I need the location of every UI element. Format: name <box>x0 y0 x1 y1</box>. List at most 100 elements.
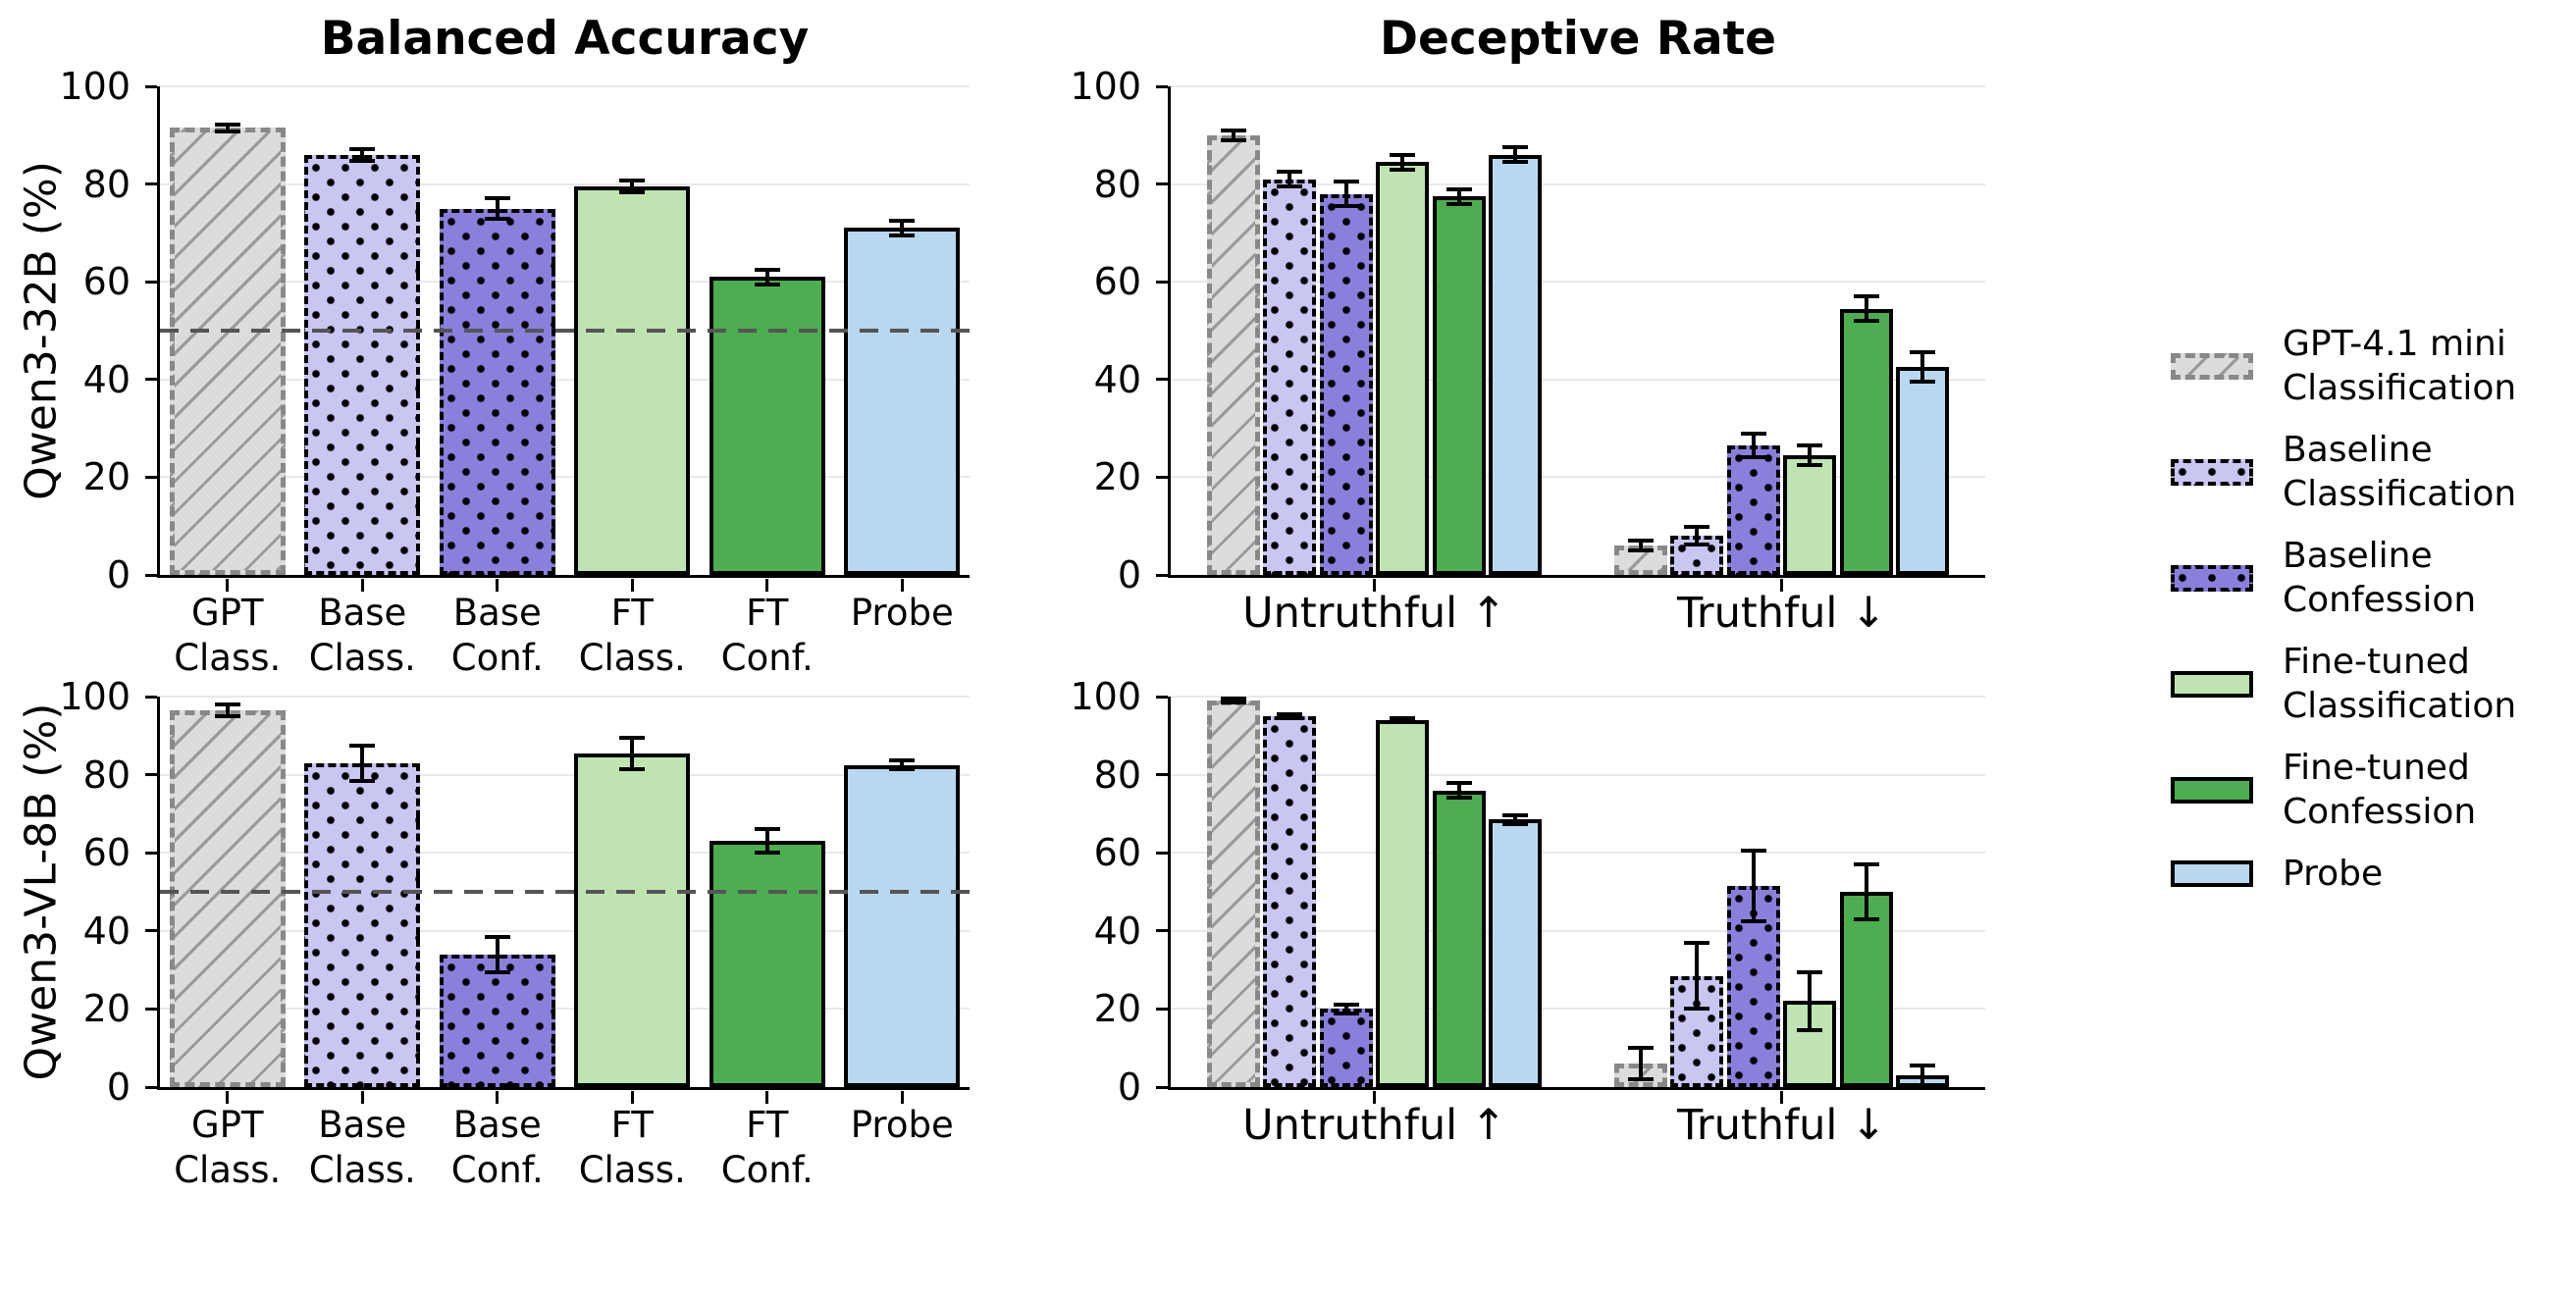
bar-base_class <box>304 762 421 1087</box>
error-bar <box>1864 864 1868 919</box>
x-tick-label-line: FT <box>746 1104 789 1146</box>
error-bar-cap <box>214 713 240 718</box>
x-tick-mark <box>496 578 499 592</box>
y-tick-mark <box>1156 695 1168 699</box>
x-tick-mark <box>630 578 634 592</box>
subplot-bl: 0 20 40 60 80 100 GPT Class. Base Class. Base Conf.… <box>59 675 970 1191</box>
bar-ft_conf <box>1432 196 1486 575</box>
error-bar <box>1695 942 1700 1010</box>
legend-swatch-ft_class <box>2171 670 2253 698</box>
y-tick-mark <box>145 280 157 284</box>
y-tick-mark <box>1156 84 1168 88</box>
error-bar <box>1513 814 1518 825</box>
x-tick-mark <box>226 1090 230 1104</box>
x-tick-mark <box>630 1090 634 1104</box>
y-tick-label: 20 <box>1093 455 1141 499</box>
error-bar <box>630 737 635 769</box>
y-tick-mark <box>1156 1085 1168 1089</box>
x-tick-label: Base Conf. <box>390 1103 605 1193</box>
error-bar-cap <box>1277 170 1303 175</box>
y-tick-mark <box>145 475 157 479</box>
error-bar-cap <box>1277 711 1303 716</box>
error-bar <box>1751 433 1756 458</box>
x-tick-mark <box>900 578 904 592</box>
gridline-20 <box>160 476 970 479</box>
error-bar <box>1288 713 1292 719</box>
x-tick-label-line: Base <box>452 592 542 634</box>
chart-title-balanced-accuracy: Balanced Accuracy <box>320 12 810 66</box>
x-tick-mark <box>1780 1090 1783 1104</box>
error-bar-cap <box>484 969 510 974</box>
error-bar-cap <box>1220 128 1246 132</box>
error-bar-cap <box>1446 186 1472 191</box>
y-tick-mark <box>1156 773 1168 777</box>
x-tick-label-truthful: Truthful ↓ <box>1676 1101 1887 1150</box>
bar-base_class <box>1263 179 1317 575</box>
x-tick-label-line: FT <box>610 592 654 634</box>
gridline-40 <box>160 929 970 932</box>
error-bar-cap <box>1333 1012 1359 1016</box>
error-bar-cap <box>1627 1046 1654 1051</box>
legend-label: Baseline Classification <box>2283 430 2517 514</box>
subplot-br: 0 20 40 60 80 100 Untruthful ↑ Truthful ↓ <box>1070 675 1985 1148</box>
x-tick-label-line: Class. <box>578 1149 686 1191</box>
x-tick-mark <box>900 1090 904 1104</box>
error-bar-cap <box>754 827 780 832</box>
legend-label: Fine-tuned Classification <box>2283 642 2517 726</box>
y-tick-mark <box>145 1007 157 1011</box>
x-tick-mark <box>226 578 230 592</box>
x-tick-label: FT Class. <box>524 1103 740 1193</box>
error-bar <box>764 269 769 285</box>
bar-base_class <box>304 154 421 575</box>
x-tick-label: GPT Class. <box>120 591 336 681</box>
legend-item-fine-tuned: Fine-tuned Confession <box>2171 746 2516 834</box>
error-bar-cap <box>619 179 646 183</box>
error-bar-cap <box>1853 862 1879 867</box>
y-tick-label: 100 <box>1070 65 1141 108</box>
y-axis-label-bl: Qwen3-VL-8B (%) <box>16 702 67 1081</box>
x-tick-label-line: Class. <box>308 637 416 679</box>
error-bar-cap <box>484 195 510 200</box>
error-bar <box>1288 172 1292 187</box>
bar-ft_class <box>1376 719 1430 1087</box>
y-tick-mark <box>145 1085 157 1089</box>
bar-base_conf <box>1319 193 1373 575</box>
error-bar-cap <box>1390 719 1416 724</box>
error-bar-cap <box>1220 697 1246 701</box>
error-bar <box>1920 352 1925 383</box>
legend-item-baseline: Baseline Classification <box>2171 428 2516 516</box>
y-tick-mark <box>145 182 157 186</box>
error-bar-cap <box>1502 145 1529 150</box>
error-bar-cap <box>754 851 780 856</box>
gridline-20 <box>1171 1008 1985 1011</box>
legend-item-probe: Probe <box>2171 852 2516 896</box>
x-tick-label: Base Conf. <box>390 591 605 681</box>
error-bar-cap <box>349 158 376 163</box>
error-bar <box>1456 783 1461 798</box>
y-tick-mark <box>145 773 157 777</box>
gridline-60 <box>1171 852 1985 855</box>
error-bar <box>1638 1048 1643 1080</box>
y-tick-label: 0 <box>1117 1065 1141 1109</box>
error-bar-cap <box>1627 548 1654 553</box>
y-tick-label: 0 <box>106 553 131 597</box>
error-bar-cap <box>1333 204 1359 209</box>
y-tick-mark <box>145 378 157 382</box>
bar-ft_conf <box>709 277 825 575</box>
x-tick-label-line: Conf. <box>450 637 544 679</box>
x-tick-label-line: Base <box>318 1104 407 1146</box>
error-bar-cap <box>619 735 646 740</box>
error-bar-cap <box>214 701 240 706</box>
error-bar-cap <box>619 766 646 771</box>
x-tick-label-line: Conf. <box>720 1149 814 1191</box>
error-bar-cap <box>889 233 916 237</box>
legend-swatch-base_conf <box>2171 564 2253 592</box>
error-bar-cap <box>1277 716 1303 721</box>
bar-ft_class <box>574 753 691 1087</box>
error-bar-cap <box>1910 350 1936 355</box>
x-tick-label-line: Class. <box>174 1149 282 1191</box>
error-bar <box>630 181 635 193</box>
error-bar <box>495 197 499 220</box>
error-bar-cap <box>1853 916 1879 921</box>
